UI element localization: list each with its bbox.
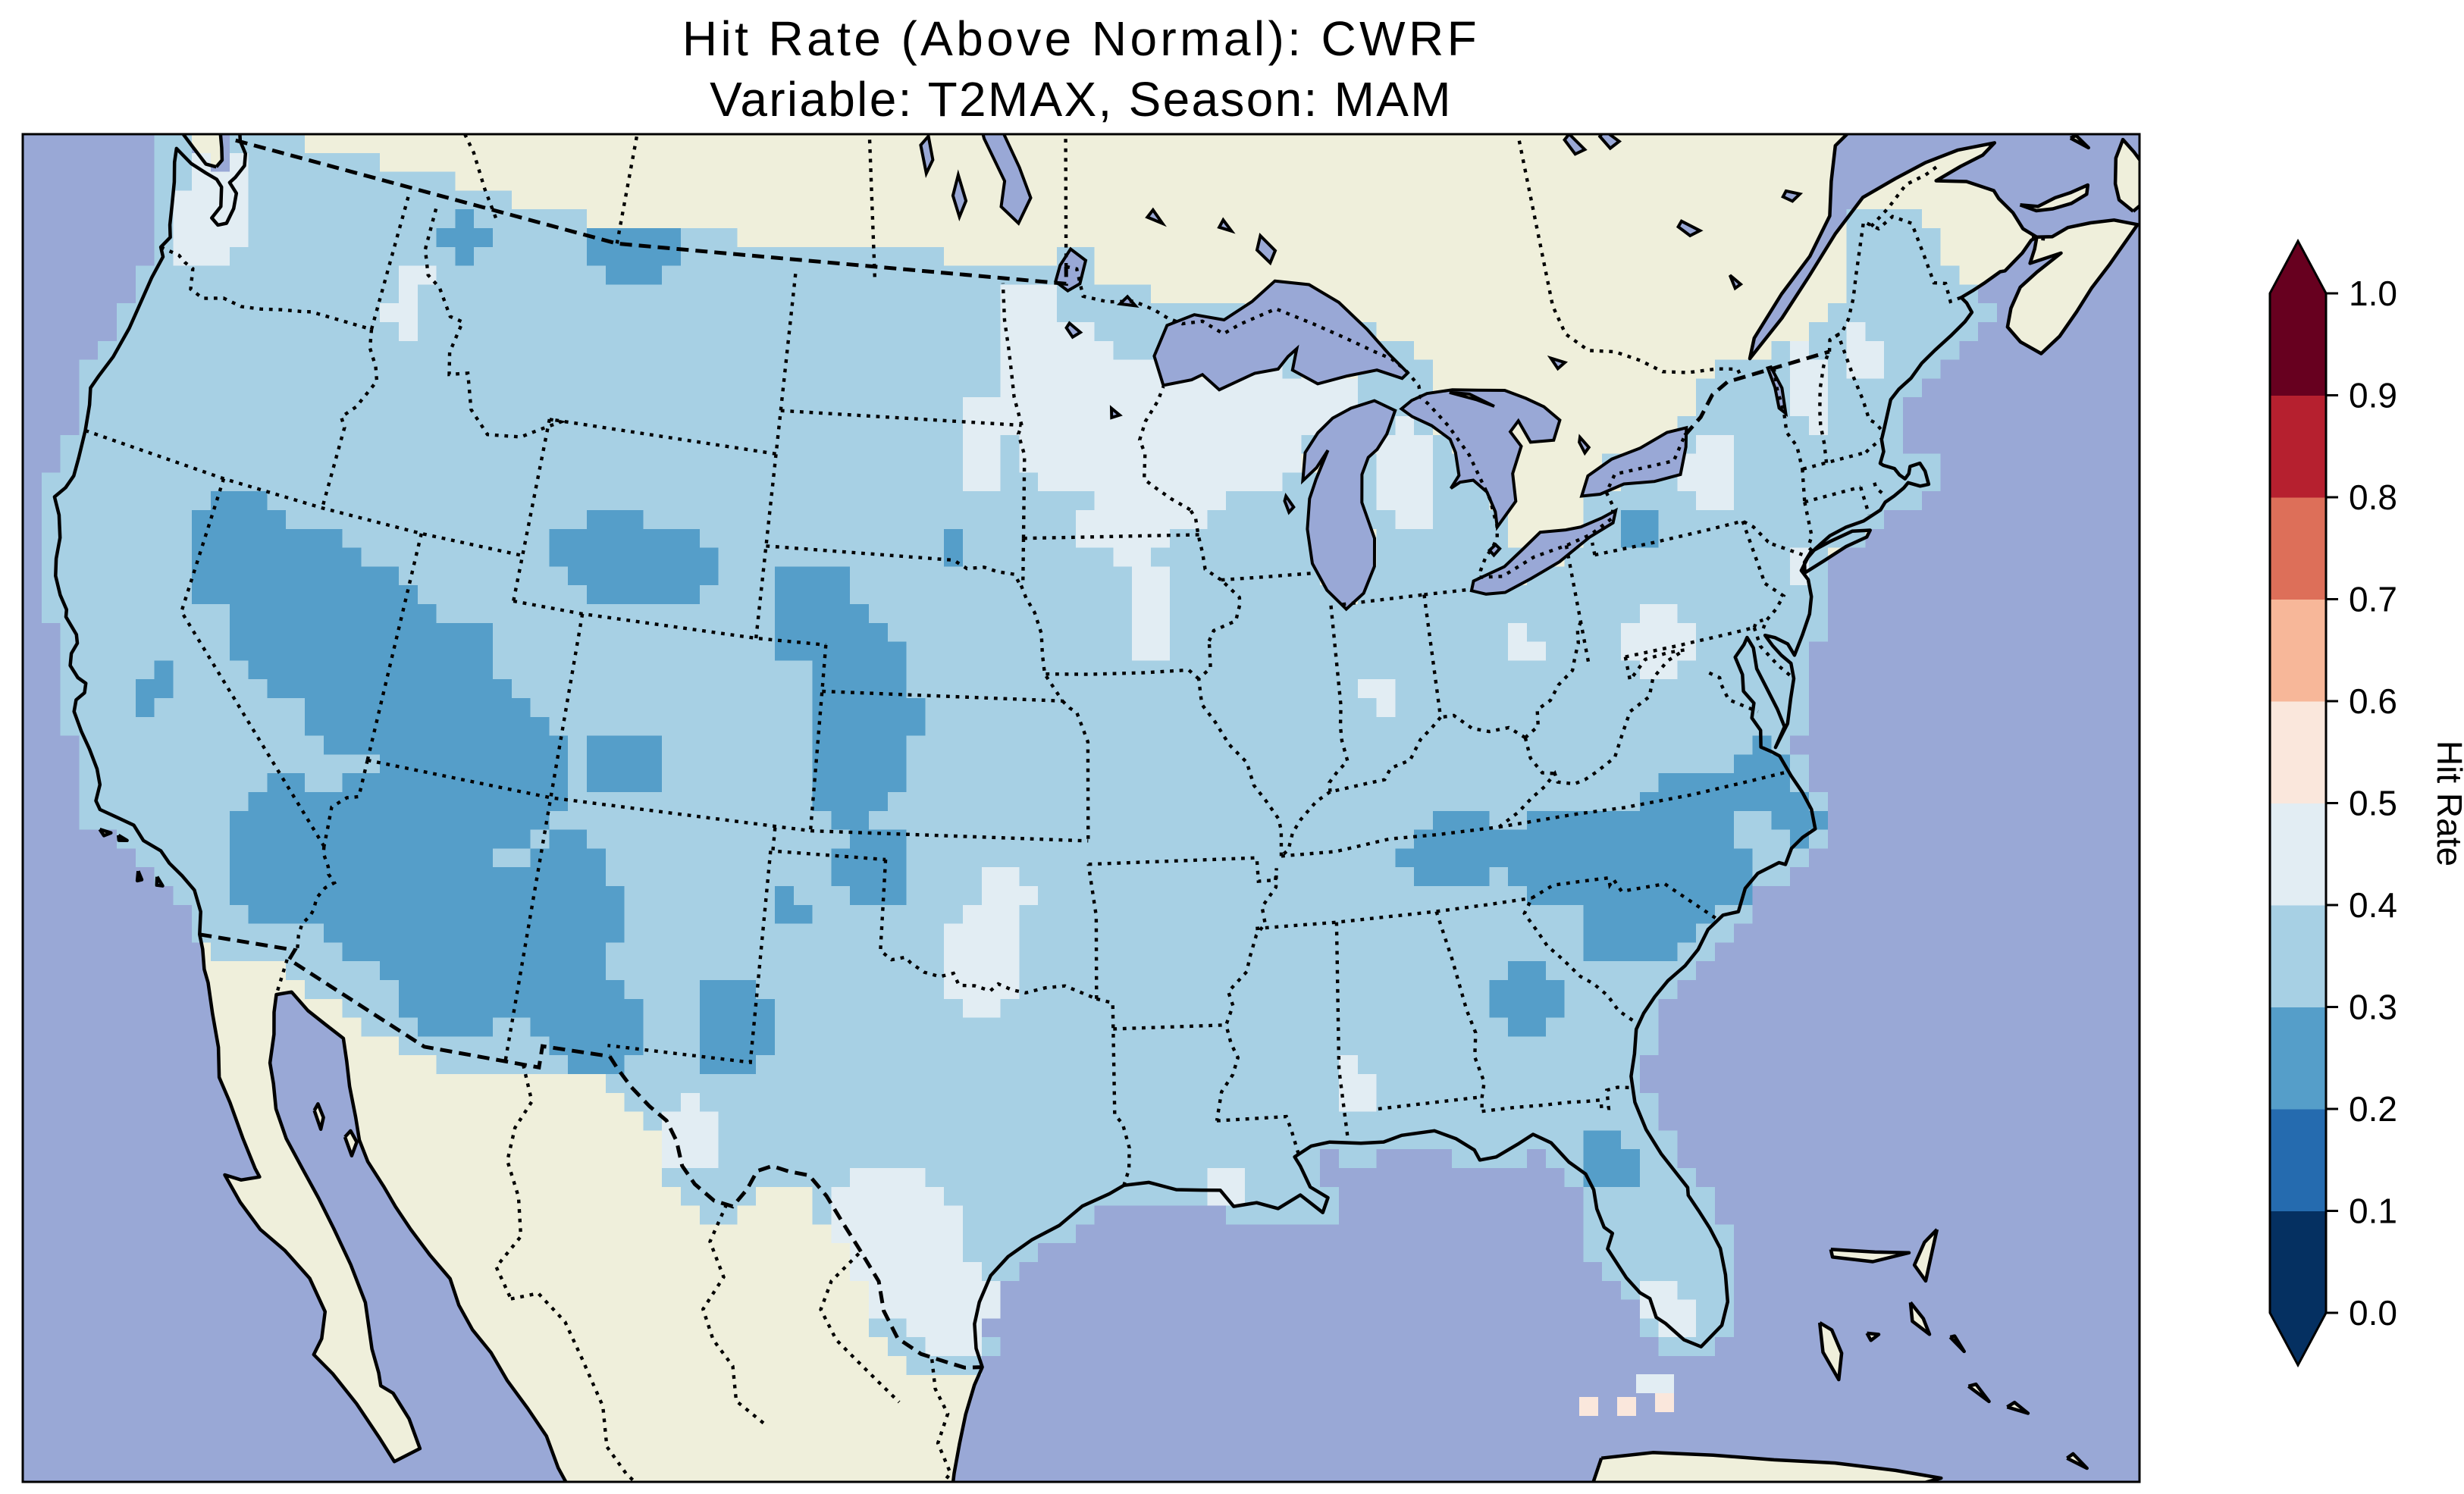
- svg-text:0.8: 0.8: [2349, 478, 2397, 517]
- svg-text:1.0: 1.0: [2349, 274, 2397, 313]
- svg-text:0.3: 0.3: [2349, 988, 2397, 1027]
- svg-text:0.2: 0.2: [2349, 1089, 2397, 1129]
- svg-text:0.7: 0.7: [2349, 580, 2397, 619]
- svg-text:0.9: 0.9: [2349, 376, 2397, 415]
- svg-text:0.5: 0.5: [2349, 784, 2397, 823]
- svg-text:0.1: 0.1: [2349, 1192, 2397, 1231]
- svg-text:Hit Rate: Hit Rate: [2430, 741, 2464, 866]
- svg-text:0.6: 0.6: [2349, 681, 2397, 721]
- svg-text:0.4: 0.4: [2349, 885, 2397, 925]
- svg-text:0.0: 0.0: [2349, 1293, 2397, 1333]
